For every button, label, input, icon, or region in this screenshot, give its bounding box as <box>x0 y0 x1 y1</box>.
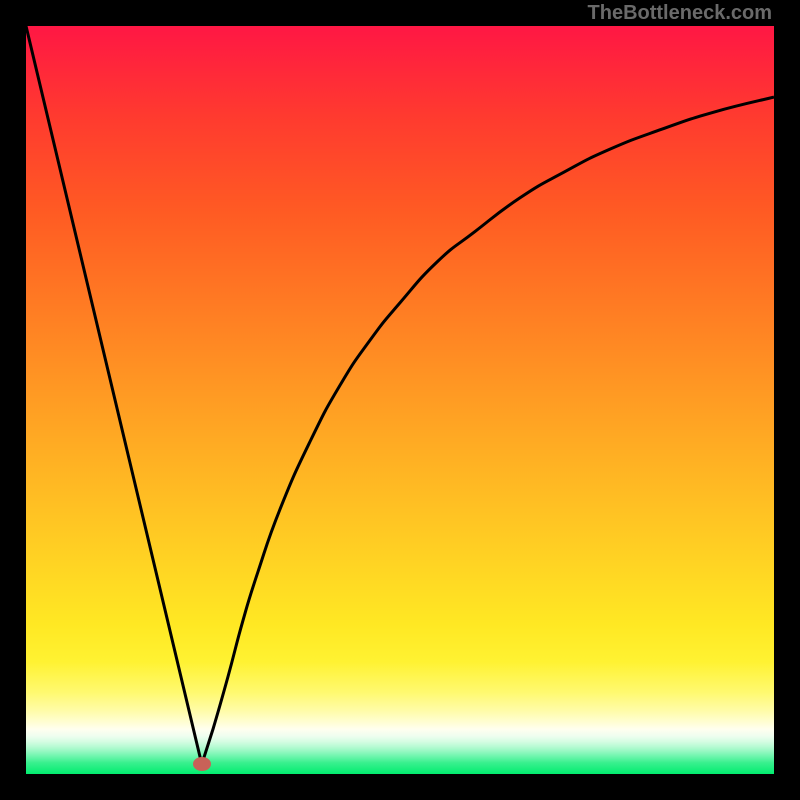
curve-svg <box>26 26 774 774</box>
watermark-text: TheBottleneck.com <box>588 2 772 25</box>
plot-area <box>26 26 774 774</box>
bottleneck-curve <box>26 26 774 764</box>
minimum-marker <box>193 757 211 771</box>
